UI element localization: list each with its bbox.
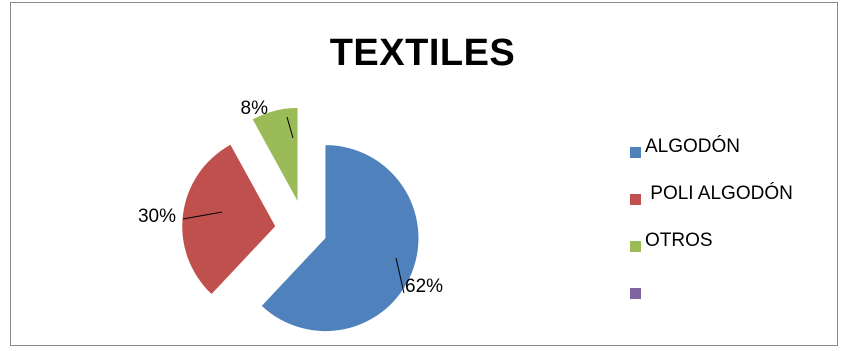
leader-line-1 <box>182 211 223 220</box>
legend-swatch-3 <box>630 288 641 299</box>
data-label-1: 30% <box>138 206 176 227</box>
pie-slice-1 <box>182 144 276 295</box>
legend-label-1: POLI ALGODÓN <box>645 183 793 204</box>
leader-line-0 <box>395 257 405 294</box>
legend-label-0: ALGODÓN <box>645 136 741 157</box>
chart-title: TEXTILES <box>329 32 516 74</box>
pie-slice-0 <box>261 145 419 332</box>
legend-label-2: OTROS <box>645 230 713 251</box>
leader-line-2 <box>286 116 294 139</box>
pie-slice-2 <box>252 107 298 201</box>
chart-area <box>10 2 838 346</box>
legend-swatch-2 <box>630 241 641 252</box>
data-label-0: 62% <box>405 276 443 297</box>
legend-swatch-0 <box>630 147 641 158</box>
data-label-2: 8% <box>241 98 269 119</box>
legend-swatch-1 <box>630 194 641 205</box>
